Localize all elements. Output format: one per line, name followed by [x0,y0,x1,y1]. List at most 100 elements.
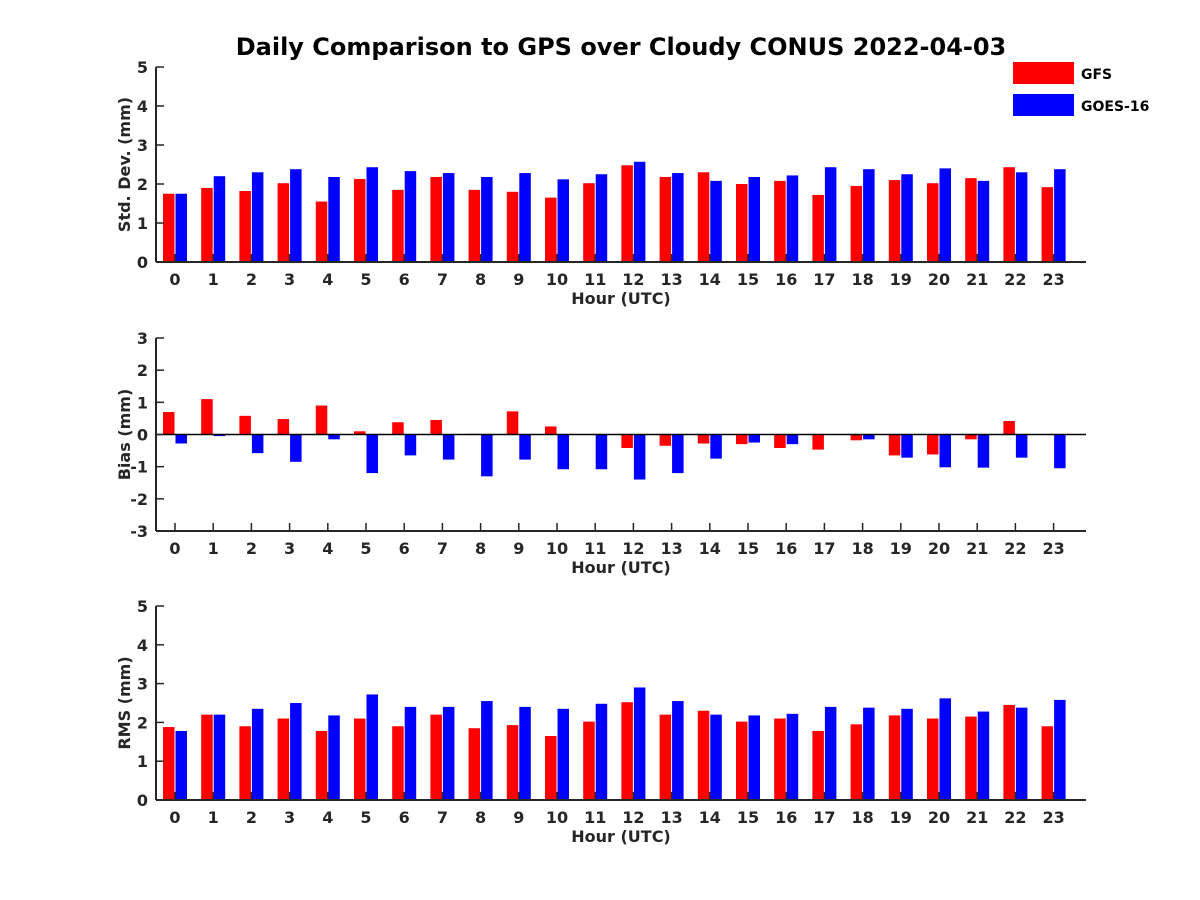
x-tick-label: 9 [513,808,524,827]
x-axis-label: Hour (UTC) [571,558,671,577]
x-tick-label: 13 [660,539,682,558]
x-tick-label: 14 [699,270,721,289]
bar-goes-16-hour-13 [672,434,684,474]
bar-gfs-hour-21 [965,716,977,800]
bar-goes-16-hour-13 [672,701,684,800]
bar-goes-16-hour-2 [251,434,264,454]
bar-goes-16-hour-6 [404,434,417,456]
bar-goes-16-hour-14 [710,434,722,459]
x-tick-label: 4 [322,539,333,558]
bar-goes-16-hour-23 [1054,699,1066,800]
x-tick-label: 20 [928,539,950,558]
bar-goes-16-hour-10 [557,179,569,262]
bar-goes-16-hour-11 [595,703,608,800]
bar-gfs-hour-12 [621,434,633,449]
bar-goes-16-hour-5 [366,167,378,262]
x-tick-label: 15 [737,270,759,289]
x-tick-label: 0 [169,539,180,558]
bar-goes-16-hour-23 [1054,434,1066,469]
x-tick-label: 10 [546,270,568,289]
bar-gfs-hour-19 [888,180,901,262]
x-tick-label: 20 [928,808,950,827]
bar-goes-16-hour-0 [175,193,187,262]
y-axis-label: Bias (mm) [115,389,134,481]
bar-gfs-hour-15 [736,184,748,262]
x-tick-label: 3 [284,539,295,558]
bar-goes-16-hour-19 [901,174,913,262]
legend: GFS GOES-16 [1013,62,1149,116]
y-tick-label: 3 [137,136,148,155]
x-tick-label: 15 [737,539,759,558]
x-tick-label: 19 [890,808,912,827]
y-tick-label: 0 [137,253,148,272]
bar-gfs-hour-7 [430,420,442,435]
bar-gfs-hour-15 [736,434,748,445]
x-tick-label: 16 [775,270,797,289]
bar-goes-16-hour-2 [251,708,264,800]
bar-gfs-hour-23 [1041,726,1054,800]
bar-goes-16-hour-10 [557,708,569,800]
bar-goes-16-hour-21 [977,711,990,800]
bar-goes-16-hour-1 [213,176,226,262]
bar-gfs-hour-8 [468,728,481,800]
bar-goes-16-hour-15 [748,434,760,443]
x-tick-label: 15 [737,808,759,827]
x-tick-label: 20 [928,270,950,289]
bar-gfs-hour-0 [163,411,175,435]
bar-gfs-hour-6 [392,189,404,262]
y-tick-label: -3 [130,522,148,541]
bar-goes-16-hour-13 [672,173,684,262]
bar-goes-16-hour-20 [939,168,951,262]
bar-goes-16-hour-16 [786,175,799,262]
bar-goes-16-hour-12 [633,434,646,480]
x-tick-label: 0 [169,808,180,827]
bar-gfs-hour-13 [659,176,672,262]
bar-gfs-hour-1 [201,187,213,262]
x-tick-label: 19 [890,270,912,289]
y-tick-label: 1 [137,214,148,233]
bar-gfs-hour-19 [888,715,901,800]
bar-goes-16-hour-4 [328,715,340,800]
bar-gfs-hour-18 [850,434,863,441]
x-tick-label: 9 [513,270,524,289]
x-tick-label: 18 [851,808,873,827]
x-tick-label: 4 [322,270,333,289]
bar-goes-16-hour-4 [328,176,340,262]
bar-gfs-hour-4 [315,201,328,262]
y-axis-label: Std. Dev. (mm) [115,97,134,232]
legend-label-goes-16: GOES-16 [1081,99,1149,115]
y-tick-label: 5 [137,597,148,616]
x-tick-label: 10 [546,539,568,558]
x-tick-label: 17 [813,808,835,827]
bar-gfs-hour-10 [545,735,557,800]
bar-gfs-hour-10 [545,426,557,435]
bar-gfs-hour-5 [354,718,366,800]
bar-goes-16-hour-8 [481,701,493,800]
legend-label-gfs: GFS [1081,67,1112,83]
bar-goes-16-hour-4 [328,434,340,440]
bar-gfs-hour-14 [697,710,710,800]
x-tick-label: 6 [399,808,410,827]
x-tick-label: 16 [775,539,797,558]
x-tick-label: 10 [546,808,568,827]
y-tick-label: 2 [137,713,148,732]
bar-gfs-hour-8 [468,189,481,262]
x-tick-label: 8 [475,539,486,558]
bar-goes-16-hour-3 [290,434,302,462]
bar-gfs-hour-4 [315,405,328,435]
bar-gfs-hour-20 [927,434,939,455]
bar-gfs-hour-9 [506,191,519,262]
x-tick-label: 12 [622,808,644,827]
y-tick-label: 4 [137,636,148,655]
x-tick-label: 23 [1042,808,1064,827]
bar-goes-16-hour-15 [748,176,760,262]
bar-gfs-hour-17 [812,730,824,800]
bar-goes-16-hour-6 [404,706,417,800]
bar-goes-16-hour-15 [748,715,760,800]
bar-goes-16-hour-2 [251,172,264,262]
bar-gfs-hour-2 [239,415,251,435]
x-tick-label: 14 [699,808,721,827]
bar-gfs-hour-18 [850,724,863,800]
bar-goes-16-hour-9 [519,706,531,800]
